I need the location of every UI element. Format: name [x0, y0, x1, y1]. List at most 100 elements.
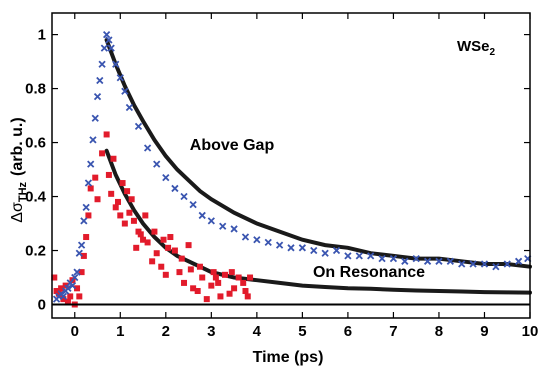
red-square-point [133, 244, 140, 251]
red-square-point [162, 271, 169, 278]
blue-x-point [298, 244, 307, 252]
red-square-point [190, 285, 197, 292]
blue-x-point [75, 249, 83, 257]
blue-x-point [162, 174, 170, 182]
blue-x-point [458, 260, 466, 268]
annotation-on-resonance: On Resonance [313, 264, 425, 281]
blue-x-point [332, 246, 341, 255]
y-tick-label: 1 [38, 27, 46, 44]
blue-x-point [189, 201, 197, 209]
blue-x-point [480, 260, 489, 268]
red-square-point [83, 234, 90, 241]
red-square-point [240, 279, 247, 286]
y-tick-label: 0.2 [25, 243, 46, 260]
blue-x-point [96, 76, 104, 85]
red-square-point [60, 296, 67, 303]
blue-x-point [469, 260, 477, 268]
red-square-point [194, 288, 201, 295]
red-square-point [103, 131, 110, 138]
x-tick-label: 1 [116, 323, 124, 340]
blue-x-point [503, 260, 511, 268]
red-square-point [231, 285, 238, 292]
red-square-point [64, 298, 71, 305]
red-square-point [235, 274, 242, 281]
red-square-point [137, 231, 144, 238]
blue-x-point [412, 254, 420, 263]
blue-x-point [492, 263, 500, 271]
red-square-point [92, 174, 99, 181]
blue-x-point [423, 257, 432, 265]
red-square-point [142, 212, 149, 219]
red-square-point [99, 150, 106, 157]
blue-x-point [180, 192, 188, 201]
blue-x-point [91, 114, 99, 122]
red-square-point [117, 212, 124, 219]
red-square-point [124, 188, 131, 195]
blue-x-point [230, 225, 238, 233]
red-square-point [171, 247, 178, 254]
blue-x-point [401, 257, 409, 265]
red-square-point [221, 271, 228, 278]
red-square-point [126, 209, 133, 216]
red-square-point [85, 212, 92, 219]
red-square-point [160, 236, 167, 243]
svg-text:ΔσTHz(arb. u.): ΔσTHz(arb. u.) [9, 117, 29, 222]
red-square-point [226, 290, 233, 297]
red-square-point [208, 282, 215, 289]
blue-x-point [121, 87, 129, 95]
blue-x-point [321, 249, 329, 257]
blue-x-point [107, 44, 115, 52]
red-square-point [76, 293, 83, 300]
blue-x-point [87, 160, 95, 168]
red-square-point [215, 279, 222, 286]
red-square-point [128, 196, 135, 203]
blue-x-point [112, 60, 120, 68]
blue-x-point [77, 241, 86, 249]
red-square-point [51, 274, 58, 281]
blue-x-point [219, 222, 227, 230]
blue-x-point [125, 103, 134, 112]
blue-x-point [344, 252, 352, 260]
x-tick-label: 10 [522, 323, 539, 340]
red-square-point [121, 220, 128, 227]
y-axis-label: ΔσTHz(arb. u.) [9, 117, 29, 222]
blue-x-point [171, 184, 179, 193]
y-tick-label: 0 [38, 297, 46, 314]
red-square-point [55, 290, 62, 297]
x-tick-label: 8 [435, 323, 443, 340]
blue-x-point [253, 236, 261, 244]
red-square-point [167, 234, 174, 241]
blue-x-point [134, 122, 143, 130]
annotation-above-gap: Above Gap [190, 137, 275, 154]
red-square-point [178, 255, 185, 262]
blue-x-point [116, 74, 124, 82]
y-tick-label: 0.4 [25, 189, 47, 206]
red-square-point [108, 190, 115, 197]
blue-x-point [98, 60, 106, 68]
red-square-point [130, 217, 137, 224]
red-square-point [119, 180, 126, 187]
red-square-point [185, 242, 192, 249]
red-square-point [217, 293, 224, 300]
red-square-point [105, 171, 112, 178]
blue-x-point [80, 217, 88, 225]
red-square-point [149, 258, 156, 265]
blue-x-point [367, 252, 375, 260]
y-tick-label: 0.8 [25, 81, 46, 98]
x-tick-label: 2 [162, 323, 170, 340]
red-square-point [176, 269, 183, 276]
x-tick-label: 9 [480, 323, 488, 340]
red-square-point [144, 239, 151, 246]
blue-x-point [68, 281, 77, 290]
on-resonance-series [51, 131, 254, 308]
red-square-point [181, 279, 188, 286]
blue-x-point [73, 268, 81, 276]
blue-x-point [59, 292, 68, 301]
red-square-point [242, 288, 249, 295]
blue-x-point [89, 136, 97, 144]
blue-x-point [64, 284, 72, 292]
blue-x-point [93, 93, 102, 101]
blue-x-point [100, 44, 108, 52]
blue-x-point [310, 246, 318, 255]
